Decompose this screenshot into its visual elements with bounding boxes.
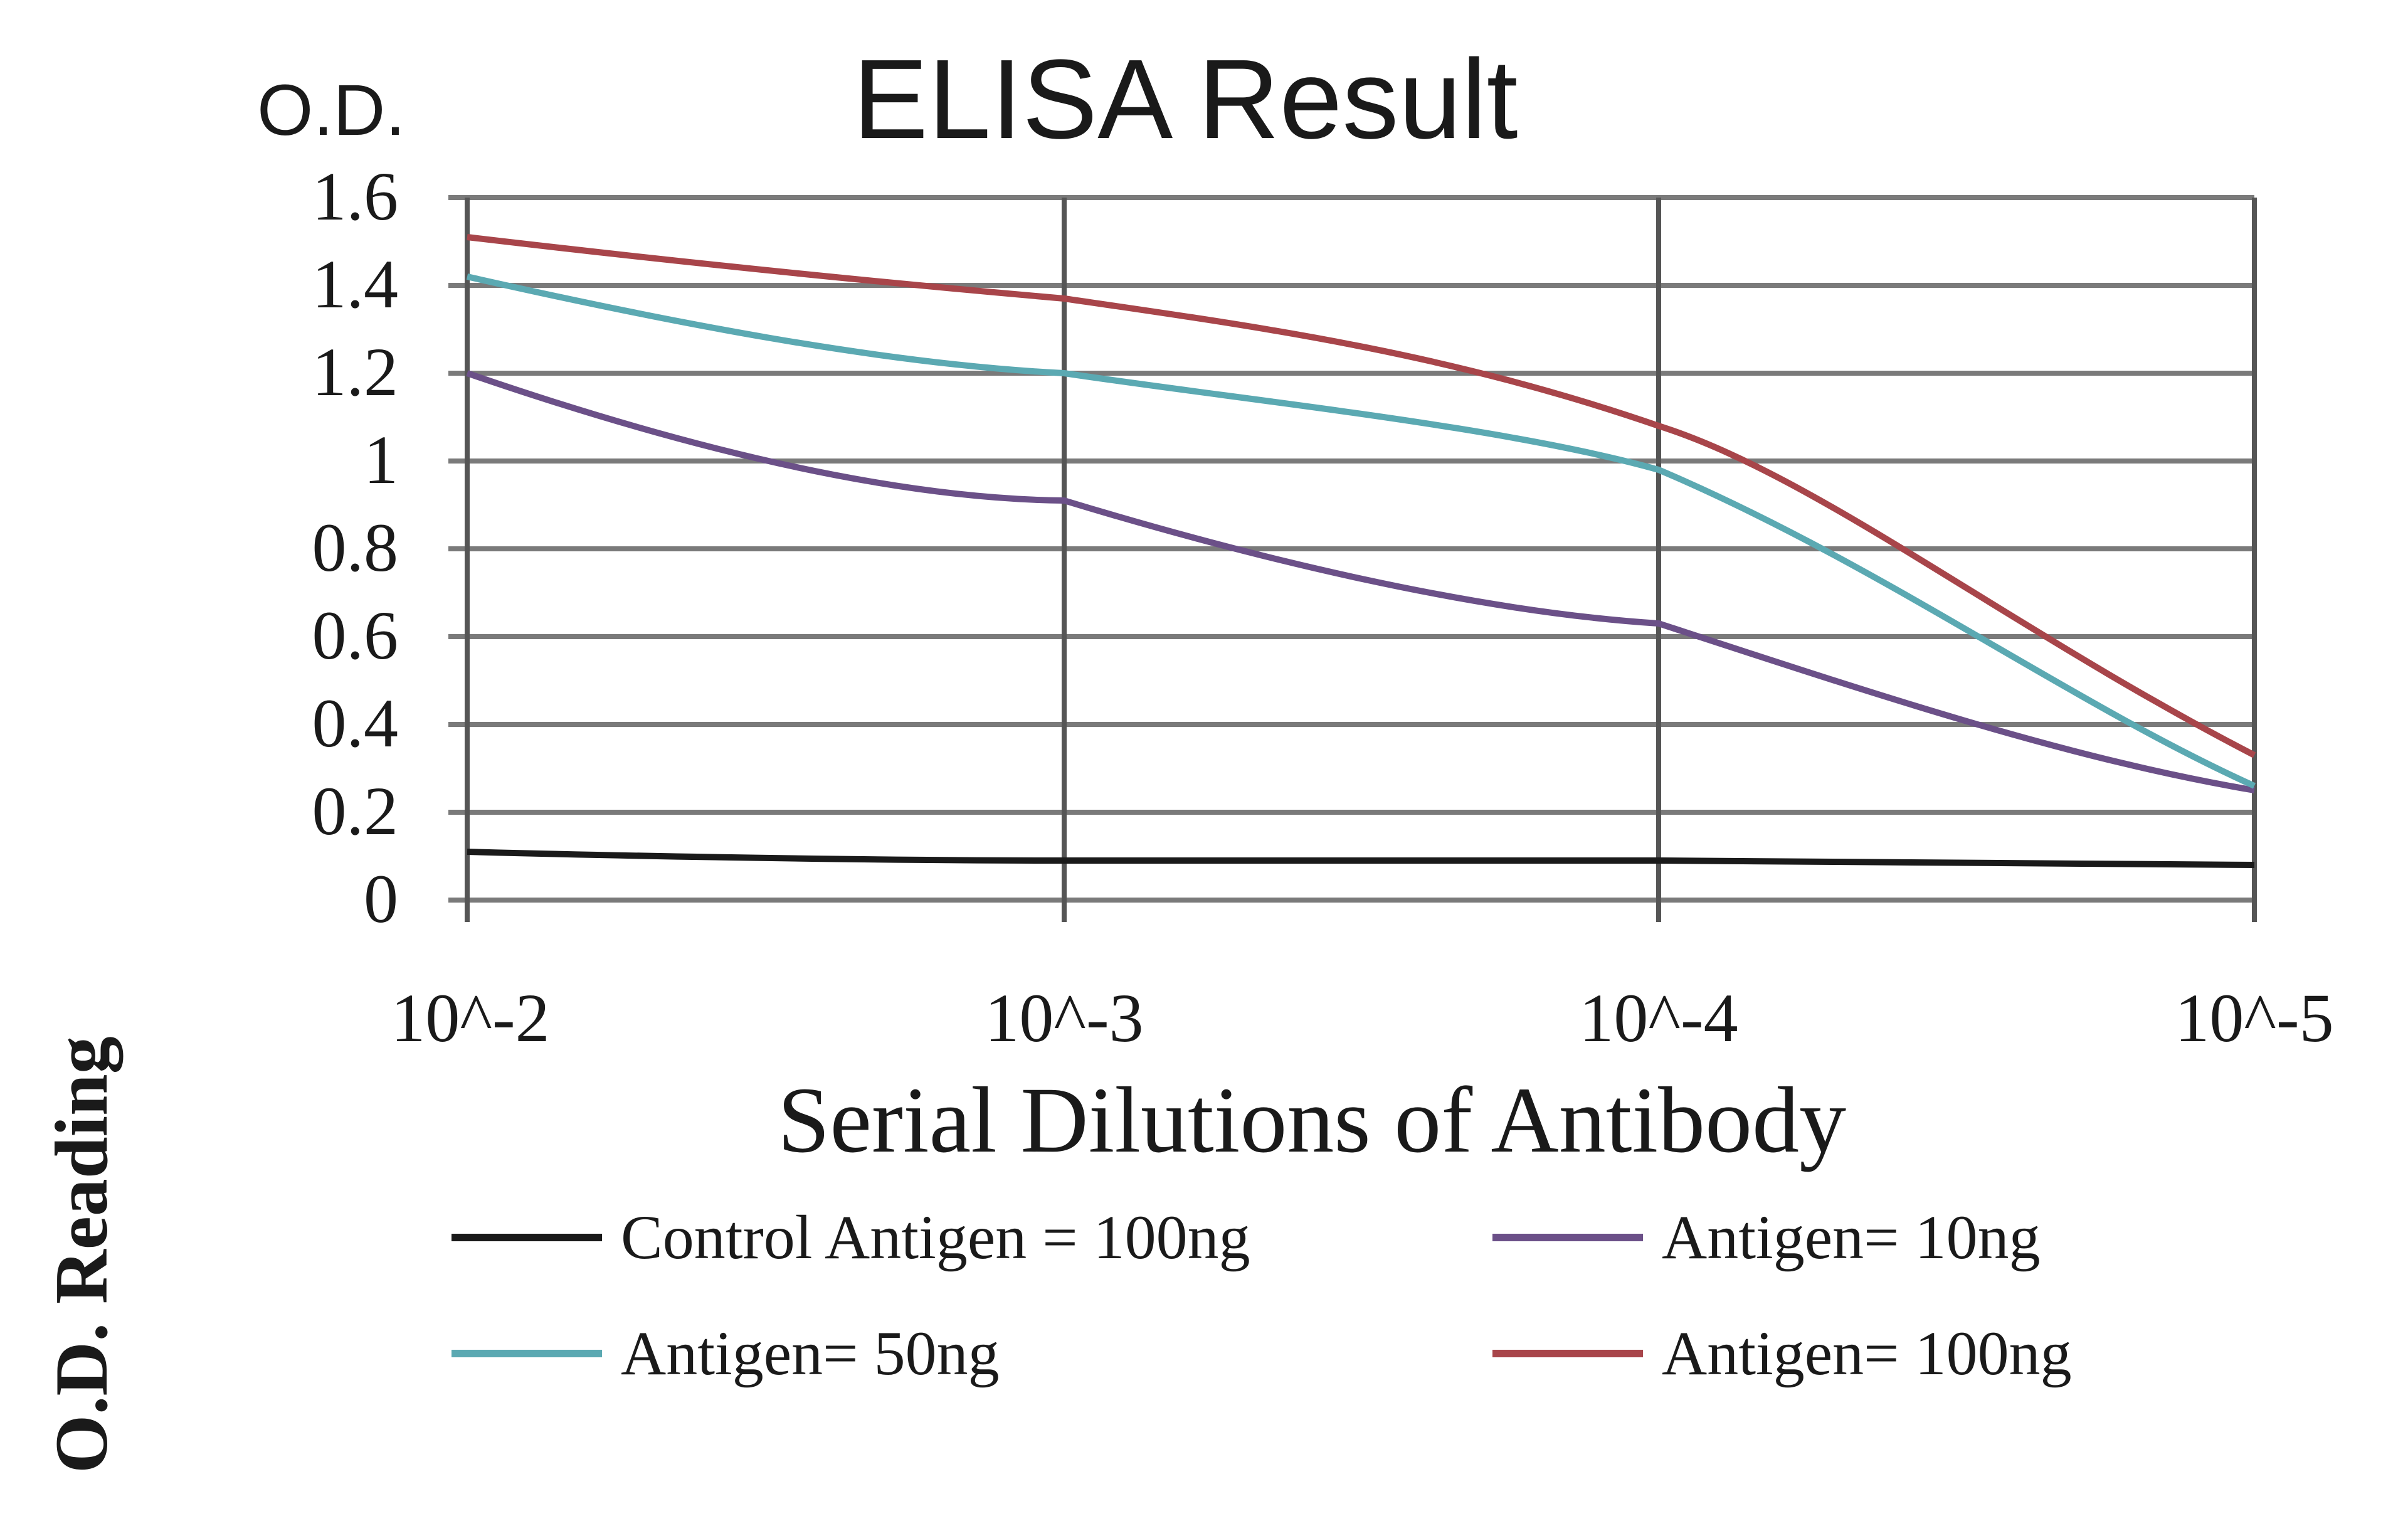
legend-item-100ng: Antigen= 100ng [1492,1317,2072,1389]
series-antigen-50ng [466,273,2256,789]
legend-item-control: Control Antigen = 100ng [452,1201,1250,1273]
y-tick-label: 0.8 [312,509,399,586]
legend-item-50ng: Antigen= 50ng [452,1317,1000,1389]
y-tick-label: 1.6 [312,158,399,235]
legend-swatch [452,1233,602,1241]
legend-swatch [1492,1233,1643,1241]
y-tick-label: 1.2 [312,334,399,410]
series-antigen-100ng [467,234,2256,758]
y-tick-label: 0.6 [312,597,399,674]
gridlines [448,195,2254,903]
y-tick-label: 1 [364,421,398,498]
y-tick-label: 0 [364,861,398,937]
x-tick-label: 10^-3 [985,980,1144,1056]
legend-label: Antigen= 10ng [1662,1202,2041,1272]
legend-label: Antigen= 50ng [621,1318,1000,1388]
y-tick-label: 1.4 [312,246,399,322]
x-tick-label: 10^-4 [1579,980,1738,1056]
x-axis-title: Serial Dilutions of Antibody [778,1068,1847,1172]
y-axis-unit-label: O.D. [257,70,406,151]
legend-item-10ng: Antigen= 10ng [1492,1201,2041,1273]
y-tick-label: 0.4 [312,685,399,761]
y-tick-label: 0.2 [312,773,399,849]
chart-title: ELISA Result [853,36,1518,162]
x-tick-label: 10^-2 [391,980,550,1056]
legend-label: Control Antigen = 100ng [621,1202,1250,1272]
series-control-100ng [467,849,2255,868]
legend-label: Antigen= 100ng [1662,1318,2072,1388]
x-tick-label: 10^-5 [2175,980,2334,1056]
legend-swatch [1492,1349,1643,1357]
legend-swatch [452,1349,602,1357]
series-antigen-10ng [466,370,2255,793]
